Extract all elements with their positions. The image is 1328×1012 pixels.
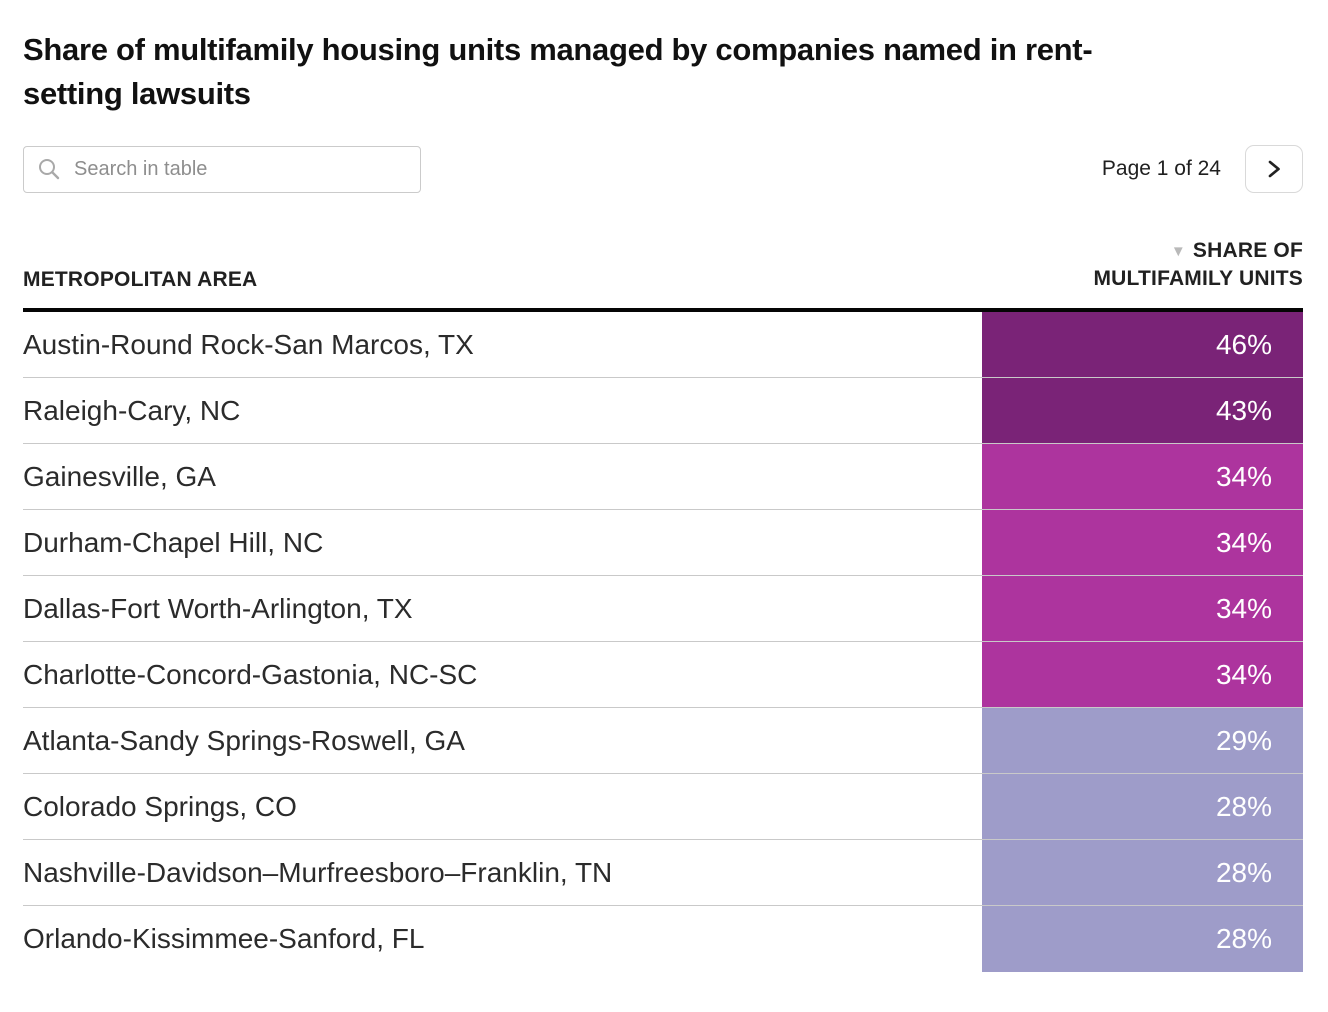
share-value-cell: 28% xyxy=(982,906,1303,972)
table-row: Durham-Chapel Hill, NC 34% xyxy=(23,510,1303,576)
share-value-cell: 34% xyxy=(982,444,1303,509)
metro-area-cell: Atlanta-Sandy Springs-Roswell, GA xyxy=(23,724,465,756)
metro-area-cell: Dallas-Fort Worth-Arlington, TX xyxy=(23,592,413,624)
table-row: Atlanta-Sandy Springs-Roswell, GA 29% xyxy=(23,708,1303,774)
share-value-cell: 43% xyxy=(982,378,1303,443)
search-box[interactable] xyxy=(23,145,421,193)
table-row: Gainesville, GA 34% xyxy=(23,444,1303,510)
table-row: Colorado Springs, CO 28% xyxy=(23,774,1303,840)
toolbar: Page 1 of 24 xyxy=(23,145,1303,193)
share-value-cell: 28% xyxy=(982,840,1303,905)
pagination: Page 1 of 24 xyxy=(1102,145,1303,193)
column-header-metro-area[interactable]: METROPOLITAN AREA xyxy=(23,268,258,291)
next-page-button[interactable] xyxy=(1245,145,1303,193)
share-value-cell: 34% xyxy=(982,642,1303,707)
column-header-share-label: SHARE OF MULTIFAMILY UNITS xyxy=(1093,239,1303,290)
page-title: Share of multifamily housing units manag… xyxy=(23,32,1093,111)
chevron-right-icon xyxy=(1268,160,1280,178)
metro-area-cell: Durham-Chapel Hill, NC xyxy=(23,526,324,558)
share-value-cell: 46% xyxy=(982,312,1303,377)
table-header: METROPOLITAN AREA ▼ SHARE OF MULTIFAMILY … xyxy=(23,237,1303,312)
metro-area-cell: Nashville-Davidson–Murfreesboro–Franklin… xyxy=(23,856,613,888)
metro-area-cell: Gainesville, GA xyxy=(23,460,216,492)
table-row: Orlando-Kissimmee-Sanford, FL 28% xyxy=(23,906,1303,972)
metro-area-cell: Raleigh-Cary, NC xyxy=(23,394,241,426)
share-value-cell: 28% xyxy=(982,774,1303,839)
search-input[interactable] xyxy=(72,156,408,182)
search-icon xyxy=(39,159,60,180)
sort-desc-icon: ▼ xyxy=(1170,243,1186,260)
share-value-cell: 29% xyxy=(982,708,1303,773)
table-row: Austin-Round Rock-San Marcos, TX 46% xyxy=(23,312,1303,378)
column-header-share[interactable]: ▼ SHARE OF MULTIFAMILY UNITS xyxy=(1069,237,1303,292)
share-value-cell: 34% xyxy=(982,576,1303,641)
table-row: Raleigh-Cary, NC 43% xyxy=(23,378,1303,444)
table-row: Charlotte-Concord-Gastonia, NC-SC 34% xyxy=(23,642,1303,708)
table-row: Nashville-Davidson–Murfreesboro–Franklin… xyxy=(23,840,1303,906)
metro-area-cell: Charlotte-Concord-Gastonia, NC-SC xyxy=(23,658,478,690)
metro-area-cell: Austin-Round Rock-San Marcos, TX xyxy=(23,328,474,360)
table-row: Dallas-Fort Worth-Arlington, TX 34% xyxy=(23,576,1303,642)
page-indicator: Page 1 of 24 xyxy=(1101,157,1221,180)
metro-area-cell: Orlando-Kissimmee-Sanford, FL xyxy=(23,923,425,954)
metro-area-cell: Colorado Springs, CO xyxy=(23,790,297,822)
share-value-cell: 34% xyxy=(982,510,1303,575)
table-body: Austin-Round Rock-San Marcos, TX 46% Ral… xyxy=(23,312,1303,972)
